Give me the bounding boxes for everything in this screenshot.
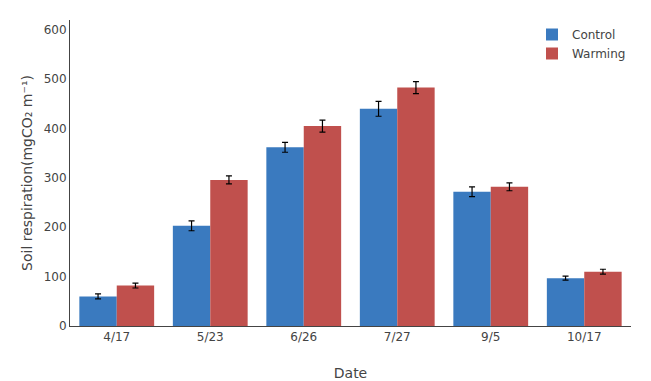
- svg-text:500: 500: [44, 72, 67, 86]
- svg-text:9/5: 9/5: [481, 330, 500, 344]
- svg-text:400: 400: [44, 122, 67, 136]
- svg-text:100: 100: [44, 270, 67, 284]
- svg-text:10/17: 10/17: [567, 330, 602, 344]
- svg-text:6/26: 6/26: [290, 330, 317, 344]
- svg-text:4/17: 4/17: [103, 330, 130, 344]
- svg-text:Control: Control: [572, 28, 615, 42]
- svg-text:600: 600: [44, 23, 67, 37]
- svg-text:300: 300: [44, 171, 67, 185]
- svg-text:Date: Date: [334, 365, 367, 381]
- svg-text:Warming: Warming: [572, 47, 625, 61]
- svg-text:Soil respiration(mgCO₂ m⁻¹): Soil respiration(mgCO₂ m⁻¹): [19, 75, 35, 271]
- svg-text:5/23: 5/23: [197, 330, 224, 344]
- svg-text:200: 200: [44, 220, 67, 234]
- svg-text:0: 0: [59, 319, 67, 333]
- svg-text:7/27: 7/27: [384, 330, 411, 344]
